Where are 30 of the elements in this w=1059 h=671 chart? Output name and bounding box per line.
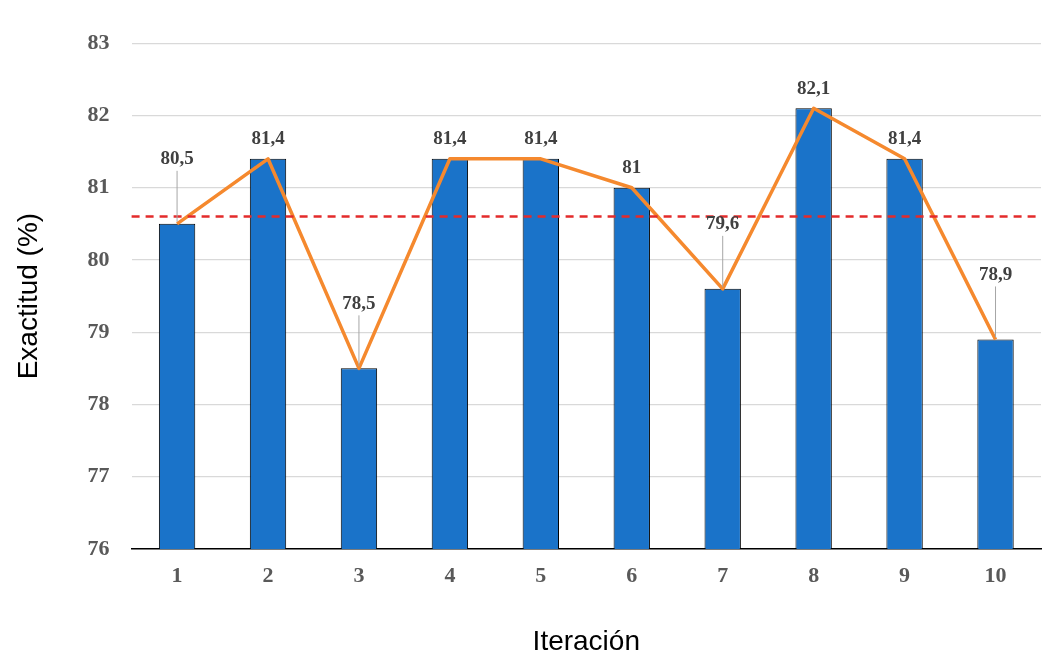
x-tick-label: 4 xyxy=(444,561,456,587)
y-axis-title: Exactitud (%) xyxy=(11,212,43,380)
y-tick-label: 81 xyxy=(87,173,110,199)
x-tick-label: 7 xyxy=(717,561,729,587)
x-tick-label: 3 xyxy=(353,561,365,587)
y-tick-label: 78 xyxy=(87,390,110,416)
data-label: 81,4 xyxy=(887,127,922,149)
x-tick-label: 8 xyxy=(808,561,820,587)
x-tick-label: 1 xyxy=(171,561,183,587)
x-tick-label: 5 xyxy=(535,561,547,587)
x-tick-label: 2 xyxy=(262,561,274,587)
data-label: 81,4 xyxy=(433,127,468,149)
y-tick-label: 76 xyxy=(87,534,110,560)
x-tick-label: 6 xyxy=(626,561,638,587)
data-label: 81,4 xyxy=(524,127,558,149)
data-label: 78,5 xyxy=(342,291,376,313)
y-tick-label: 82 xyxy=(87,101,110,127)
x-tick-label: 10 xyxy=(984,561,1007,587)
y-tick-label: 77 xyxy=(87,462,110,488)
x-tick-label: 9 xyxy=(899,561,911,587)
data-label: 80,5 xyxy=(160,147,194,169)
data-label: 81 xyxy=(622,156,642,178)
data-label: 79,6 xyxy=(706,212,740,234)
y-tick-label: 80 xyxy=(87,245,110,271)
data-label: 82,1 xyxy=(797,76,831,98)
data-label: 81,4 xyxy=(251,127,286,149)
x-axis-title: Iteración xyxy=(532,624,640,656)
y-tick-label: 83 xyxy=(87,28,110,54)
y-tick-label: 79 xyxy=(87,317,110,343)
data-label: 78,9 xyxy=(978,262,1013,284)
